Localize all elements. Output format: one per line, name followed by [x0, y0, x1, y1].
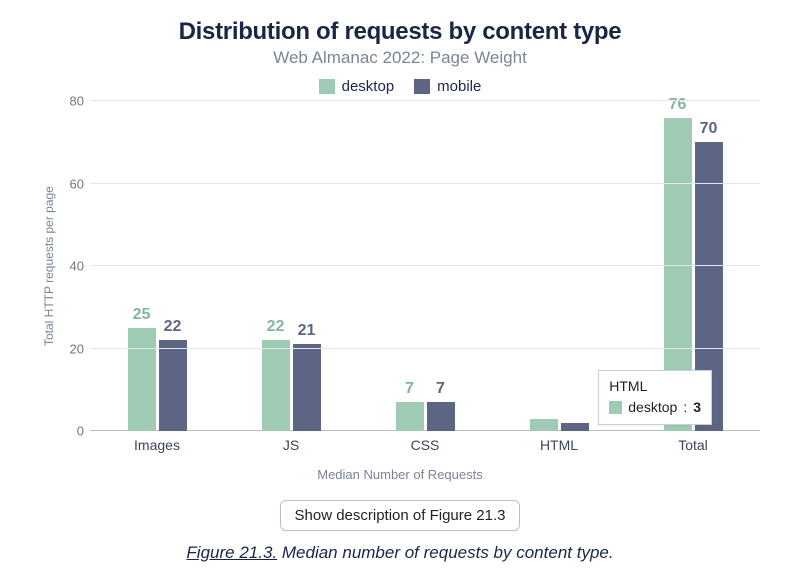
bar-group: 2221 [224, 101, 358, 431]
legend-swatch-mobile [414, 79, 430, 94]
button-row: Show description of Figure 21.3 [40, 500, 760, 531]
bar-value-label: 76 [669, 96, 687, 114]
legend-label-mobile: mobile [437, 78, 481, 95]
legend-swatch-desktop [319, 79, 335, 94]
legend-item-mobile[interactable]: mobile [414, 78, 481, 95]
bar[interactable] [530, 419, 558, 431]
plot-region: 25222221777670 HTML desktop: 3 [90, 101, 760, 431]
chart-title: Distribution of requests by content type [40, 18, 760, 46]
chart-subtitle: Web Almanac 2022: Page Weight [40, 48, 760, 68]
y-tick: 60 [70, 176, 84, 191]
grid-line [90, 348, 760, 349]
bar-value-label: 7 [405, 380, 414, 398]
legend-label-desktop: desktop [342, 78, 395, 95]
grid-line [90, 183, 760, 184]
bar-value-label: 7 [436, 380, 445, 398]
bar[interactable]: 25 [128, 328, 156, 431]
x-tick: HTML [492, 437, 626, 453]
y-axis-label: Total HTTP requests per page [40, 101, 58, 431]
chart-legend: desktop mobile [40, 78, 760, 95]
bar-value-label: 25 [133, 306, 151, 324]
y-tick: 80 [70, 94, 84, 109]
bar-value-label: 21 [298, 322, 316, 340]
tooltip-separator: : [683, 398, 687, 417]
figure-container: Distribution of requests by content type… [0, 0, 800, 569]
x-tick: JS [224, 437, 358, 453]
figure-ref-link[interactable]: Figure 21.3. [186, 543, 277, 562]
bar-group: 77 [358, 101, 492, 431]
legend-item-desktop[interactable]: desktop [319, 78, 395, 95]
bar[interactable]: 22 [159, 340, 187, 431]
tooltip-value: 3 [693, 398, 701, 417]
caption-text: Median number of requests by content typ… [277, 543, 613, 562]
x-tick: Images [90, 437, 224, 453]
bar-value-label: 22 [164, 318, 182, 336]
chart-tooltip: HTML desktop: 3 [598, 370, 712, 425]
bar-group: 2522 [90, 101, 224, 431]
figure-caption: Figure 21.3. Median number of requests b… [40, 543, 760, 563]
y-tick: 20 [70, 341, 84, 356]
bar[interactable] [561, 423, 589, 431]
grid-line [90, 100, 760, 101]
tooltip-category: HTML [609, 377, 701, 396]
bar[interactable]: 7 [396, 402, 424, 431]
bar[interactable]: 21 [293, 344, 321, 431]
show-description-button[interactable]: Show description of Figure 21.3 [280, 500, 521, 531]
grid-line [90, 265, 760, 266]
y-tick: 40 [70, 259, 84, 274]
bar-value-label: 70 [700, 120, 718, 138]
y-axis-ticks: 020406080 [58, 101, 90, 431]
x-axis-label: Median Number of Requests [40, 467, 760, 482]
x-tick: CSS [358, 437, 492, 453]
x-tick: Total [626, 437, 760, 453]
tooltip-swatch [609, 401, 622, 414]
bar[interactable]: 22 [262, 340, 290, 431]
y-tick: 0 [77, 424, 84, 439]
bar-value-label: 22 [267, 318, 285, 336]
tooltip-series-label: desktop [628, 398, 677, 417]
x-axis-ticks: ImagesJSCSSHTMLTotal [90, 437, 760, 453]
bar[interactable]: 7 [427, 402, 455, 431]
chart-plot-area: Total HTTP requests per page 020406080 2… [40, 101, 760, 431]
